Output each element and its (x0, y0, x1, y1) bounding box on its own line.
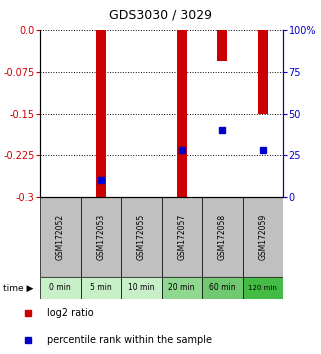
Bar (40, 277, 81, 299)
Text: GSM172057: GSM172057 (177, 214, 186, 260)
Bar (121, 277, 161, 299)
Text: GSM172053: GSM172053 (96, 214, 105, 260)
Text: 120 min: 120 min (248, 285, 277, 291)
Bar (121, 197, 161, 277)
Text: 10 min: 10 min (128, 284, 154, 292)
Bar (202, 277, 242, 299)
Text: GSM172058: GSM172058 (218, 214, 227, 260)
Text: percentile rank within the sample: percentile rank within the sample (47, 335, 212, 345)
Bar (161, 277, 202, 299)
Text: time ▶: time ▶ (3, 284, 34, 292)
Bar (242, 197, 283, 277)
Bar (202, 197, 242, 277)
Bar (258, 30, 268, 114)
Text: GDS3030 / 3029: GDS3030 / 3029 (109, 9, 212, 22)
Text: log2 ratio: log2 ratio (47, 308, 94, 318)
Text: 20 min: 20 min (169, 284, 195, 292)
Bar (81, 197, 121, 277)
Text: 5 min: 5 min (90, 284, 112, 292)
Text: GSM172052: GSM172052 (56, 214, 65, 260)
Text: 0 min: 0 min (49, 284, 71, 292)
Text: 60 min: 60 min (209, 284, 236, 292)
Bar (40, 197, 81, 277)
Bar (161, 197, 202, 277)
Text: GSM172059: GSM172059 (258, 214, 267, 260)
Bar (177, 30, 187, 197)
Bar (81, 277, 121, 299)
Bar (217, 30, 227, 61)
Text: GSM172055: GSM172055 (137, 214, 146, 260)
Bar (242, 277, 283, 299)
Bar (96, 30, 106, 197)
